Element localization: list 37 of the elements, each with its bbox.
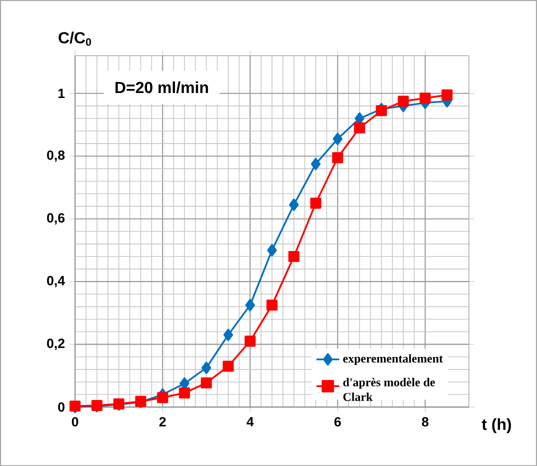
y-tick-label: 0,4 xyxy=(47,276,65,288)
point xyxy=(200,377,212,388)
point xyxy=(222,360,234,372)
point xyxy=(288,250,300,262)
point xyxy=(201,362,212,374)
y-axis-title: C/C$_{0}$ xyxy=(58,32,91,46)
point xyxy=(266,300,278,311)
point xyxy=(157,392,168,404)
x-axis-title: t (h) xyxy=(482,418,511,434)
point xyxy=(245,298,255,312)
y-tick-label: 0,6 xyxy=(47,213,65,224)
point xyxy=(332,132,343,145)
y-tick-label: 1 xyxy=(58,88,65,98)
legend-label: d'après modèle de Clark xyxy=(343,378,435,401)
point xyxy=(354,122,366,134)
x-tick-label: 6 xyxy=(334,417,341,426)
point xyxy=(332,152,344,164)
y-tick-label: 0,8 xyxy=(47,150,65,162)
point xyxy=(310,198,322,209)
x-tick-label: 8 xyxy=(422,417,428,426)
point xyxy=(310,158,321,170)
annotation: D=20 ml/min xyxy=(116,81,208,94)
point xyxy=(223,328,234,342)
point xyxy=(267,244,277,256)
y-tick-label: 0 xyxy=(58,402,64,412)
point xyxy=(178,387,190,398)
point xyxy=(289,198,299,211)
point xyxy=(420,92,431,104)
x-tick-label: 4 xyxy=(246,417,254,426)
point xyxy=(244,336,256,347)
point xyxy=(398,96,409,107)
point xyxy=(442,89,453,100)
x-tick-label: 2 xyxy=(159,417,166,426)
point xyxy=(376,105,387,116)
x-tick-label: 0 xyxy=(72,417,78,426)
y-tick-label: 0,2 xyxy=(47,338,64,350)
legend-label: experementalement xyxy=(343,354,443,365)
